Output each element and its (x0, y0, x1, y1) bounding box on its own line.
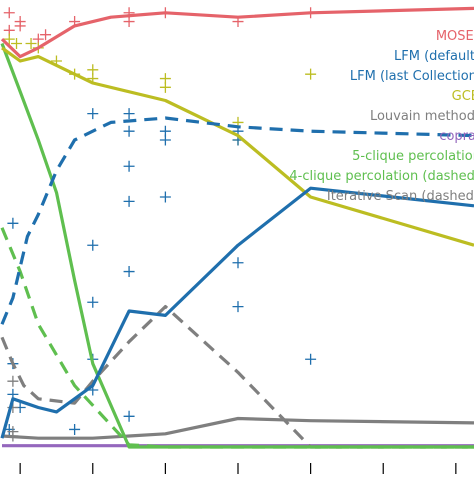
marker-2-13 (87, 296, 99, 308)
marker-3-0 (7, 375, 19, 387)
marker-1-2 (25, 37, 37, 49)
legend-label-0: MOSES (436, 29, 474, 44)
marker-2-2 (123, 108, 135, 120)
marker-0-2 (14, 20, 26, 32)
marker-1-9 (159, 81, 171, 93)
series-line-2 (0, 186, 474, 439)
series-line-7 (0, 227, 474, 449)
marker-2-9 (159, 191, 171, 203)
series-line-4 (1, 416, 474, 440)
marker-1-1 (11, 37, 23, 49)
legend-label-1: LFM (default) (394, 49, 474, 64)
series-line-8 (0, 305, 474, 449)
legend-label-4: Louvain method (370, 109, 474, 124)
marker-2-10 (123, 195, 135, 207)
series-lines (0, 6, 474, 449)
marker-1-12 (305, 68, 317, 80)
data-markers (3, 7, 317, 442)
marker-2-6 (159, 134, 171, 146)
series-line-0 (0, 6, 474, 59)
legend-label-7: 4-clique percolation (dashed) (289, 169, 474, 184)
marker-2-1 (87, 108, 99, 120)
marker-2-0 (7, 217, 19, 229)
legend-label-6: 5-clique percolation (352, 149, 474, 164)
marker-0-0 (3, 7, 15, 19)
legend-label-8: Iterative Scan (dashed) (327, 189, 474, 204)
marker-2-16 (305, 353, 317, 365)
marker-2-19 (123, 410, 135, 422)
legend-label-3: GCE (452, 89, 474, 104)
series-line-3 (1, 46, 474, 247)
marker-2-4 (123, 160, 135, 172)
series-line-1 (0, 116, 474, 325)
marker-0-8 (123, 16, 135, 28)
legend-label-5: copra (439, 129, 474, 144)
marker-2-14 (232, 257, 244, 269)
series-line-6 (0, 42, 474, 449)
legend: MOSES LFM (default) LFM (last Collection) G… (289, 29, 474, 204)
marker-2-12 (123, 266, 135, 278)
marker-1-0 (3, 33, 15, 45)
marker-2-20 (69, 423, 81, 435)
marker-2-15 (232, 301, 244, 313)
x-axis-ticks (19, 463, 457, 474)
marker-2-11 (87, 239, 99, 251)
marker-0-5 (40, 29, 52, 41)
marker-2-3 (123, 125, 135, 137)
legend-label-2: LFM (last Collection) (350, 69, 474, 84)
